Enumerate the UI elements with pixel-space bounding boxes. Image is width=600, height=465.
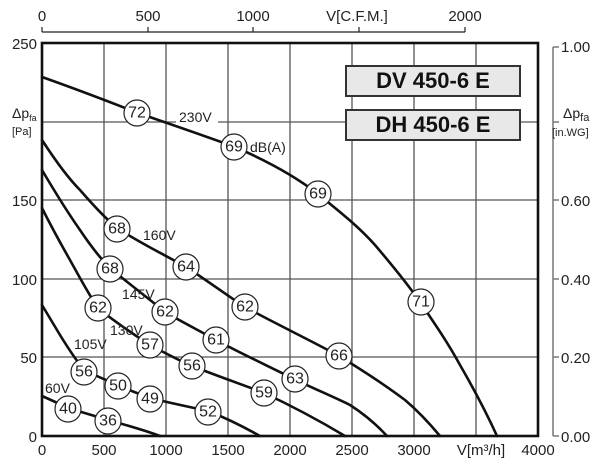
right-tick-0-00: 0.00 bbox=[561, 429, 590, 446]
label-60v: 60V bbox=[45, 380, 71, 396]
x-axis-label: V[m³/h] bbox=[457, 442, 505, 459]
marker-160v-2: 64 bbox=[172, 253, 200, 281]
svg-text:63: 63 bbox=[286, 371, 304, 388]
model-label-dv: DV 450-6 E bbox=[345, 65, 521, 97]
svg-text:64: 64 bbox=[177, 259, 195, 276]
marker-145v-3: 61 bbox=[202, 326, 230, 354]
marker-130v-1: 62 bbox=[84, 294, 112, 322]
svg-text:71: 71 bbox=[412, 294, 430, 311]
x-tick-3000: 3000 bbox=[397, 442, 430, 459]
svg-text:69: 69 bbox=[309, 186, 327, 203]
label-db-unit: dB(A) bbox=[250, 139, 286, 155]
y-tick-150: 150 bbox=[12, 193, 37, 210]
curve-160v bbox=[40, 138, 442, 438]
noise-markers: 72 69 69 71 68 64 62 66 68 62 61 63 62 5… bbox=[54, 99, 435, 435]
top-axis-label: V[C.F.M.] bbox=[326, 8, 388, 25]
grid bbox=[42, 43, 538, 436]
y-tick-0: 0 bbox=[29, 429, 37, 446]
x-tick-0: 0 bbox=[38, 442, 46, 459]
svg-text:72: 72 bbox=[128, 105, 146, 122]
marker-145v-1: 68 bbox=[96, 255, 124, 283]
marker-105v-3: 49 bbox=[136, 385, 164, 413]
left-axis-symbol: Δpfa bbox=[12, 105, 37, 123]
marker-230v-3: 69 bbox=[304, 180, 332, 208]
right-tick-0-20: 0.20 bbox=[561, 350, 590, 367]
top-tick-2000: 2000 bbox=[448, 8, 481, 25]
svg-text:52: 52 bbox=[199, 404, 217, 421]
right-tick-0-40: 0.40 bbox=[561, 272, 590, 289]
x-tick-2500: 2500 bbox=[335, 442, 368, 459]
x-tick-2000: 2000 bbox=[273, 442, 306, 459]
marker-230v-1: 72 bbox=[123, 99, 151, 127]
right-tick-1-00: 1.00 bbox=[561, 39, 590, 56]
svg-text:61: 61 bbox=[207, 332, 225, 349]
label-130v: 130V bbox=[110, 322, 143, 338]
svg-text:62: 62 bbox=[89, 300, 107, 317]
x-tick-500: 500 bbox=[91, 442, 116, 459]
top-tick-500: 500 bbox=[135, 8, 160, 25]
svg-text:69: 69 bbox=[225, 139, 243, 156]
top-tick-1000: 1000 bbox=[236, 8, 269, 25]
marker-145v-4: 63 bbox=[281, 365, 309, 393]
curve-145v bbox=[40, 168, 389, 438]
svg-text:36: 36 bbox=[99, 413, 117, 430]
svg-text:62: 62 bbox=[236, 299, 254, 316]
right-axis-symbol: Δpfa bbox=[563, 105, 590, 124]
svg-text:59: 59 bbox=[255, 385, 273, 402]
svg-text:68: 68 bbox=[101, 261, 119, 278]
marker-230v-4: 71 bbox=[407, 288, 435, 316]
model-label-dh: DH 450-6 E bbox=[345, 109, 521, 141]
y-tick-50: 50 bbox=[20, 350, 37, 367]
marker-105v-4: 52 bbox=[194, 398, 222, 426]
svg-text:40: 40 bbox=[59, 401, 77, 418]
marker-130v-3: 56 bbox=[178, 352, 206, 380]
x-tick-1000: 1000 bbox=[149, 442, 182, 459]
left-axis-unit: [Pa] bbox=[12, 126, 32, 138]
right-inwg-axis: 1.00 0.60 0.40 0.20 0.00 Δpfa [in.WG] bbox=[552, 39, 590, 446]
svg-text:66: 66 bbox=[330, 348, 348, 365]
left-pa-axis: 250 150 100 50 0 Δpfa [Pa] bbox=[12, 36, 37, 446]
marker-130v-4: 59 bbox=[250, 379, 278, 407]
right-tick-0-60: 0.60 bbox=[561, 193, 590, 210]
svg-text:56: 56 bbox=[75, 364, 93, 381]
marker-60v-1: 40 bbox=[54, 395, 82, 423]
svg-text:50: 50 bbox=[109, 378, 127, 395]
label-230v: 230V bbox=[179, 109, 212, 125]
label-105v: 105V bbox=[74, 336, 107, 352]
voltage-labels: 230V dB(A) 160V 145V 130V 105V 60V bbox=[45, 109, 286, 396]
marker-145v-2: 62 bbox=[151, 298, 179, 326]
marker-130v-2: 57 bbox=[136, 331, 164, 359]
y-tick-100: 100 bbox=[12, 272, 37, 289]
label-160v: 160V bbox=[143, 227, 176, 243]
bottom-axis: 0 500 1000 1500 2000 2500 3000 V[m³/h] 4… bbox=[38, 442, 555, 459]
svg-text:49: 49 bbox=[141, 391, 159, 408]
plot-frame bbox=[40, 41, 540, 438]
curve-60v bbox=[40, 394, 162, 438]
top-tick-0: 0 bbox=[38, 8, 46, 25]
top-cfm-axis: 0 500 1000 V[C.F.M.] 2000 bbox=[38, 8, 482, 33]
svg-text:56: 56 bbox=[183, 358, 201, 375]
svg-text:57: 57 bbox=[141, 337, 159, 354]
y-tick-250: 250 bbox=[12, 36, 37, 53]
marker-105v-1: 56 bbox=[70, 358, 98, 386]
marker-230v-2: 69 bbox=[220, 133, 248, 161]
x-tick-4000: 4000 bbox=[521, 442, 554, 459]
svg-text:68: 68 bbox=[108, 221, 126, 238]
right-axis-unit: [in.WG] bbox=[552, 127, 589, 139]
x-tick-1500: 1500 bbox=[211, 442, 244, 459]
label-145v: 145V bbox=[122, 286, 155, 302]
marker-160v-1: 68 bbox=[103, 215, 131, 243]
marker-60v-2: 36 bbox=[94, 407, 122, 435]
marker-160v-3: 62 bbox=[231, 293, 259, 321]
marker-160v-4: 66 bbox=[325, 342, 353, 370]
marker-105v-2: 50 bbox=[104, 372, 132, 400]
svg-text:62: 62 bbox=[156, 304, 174, 321]
